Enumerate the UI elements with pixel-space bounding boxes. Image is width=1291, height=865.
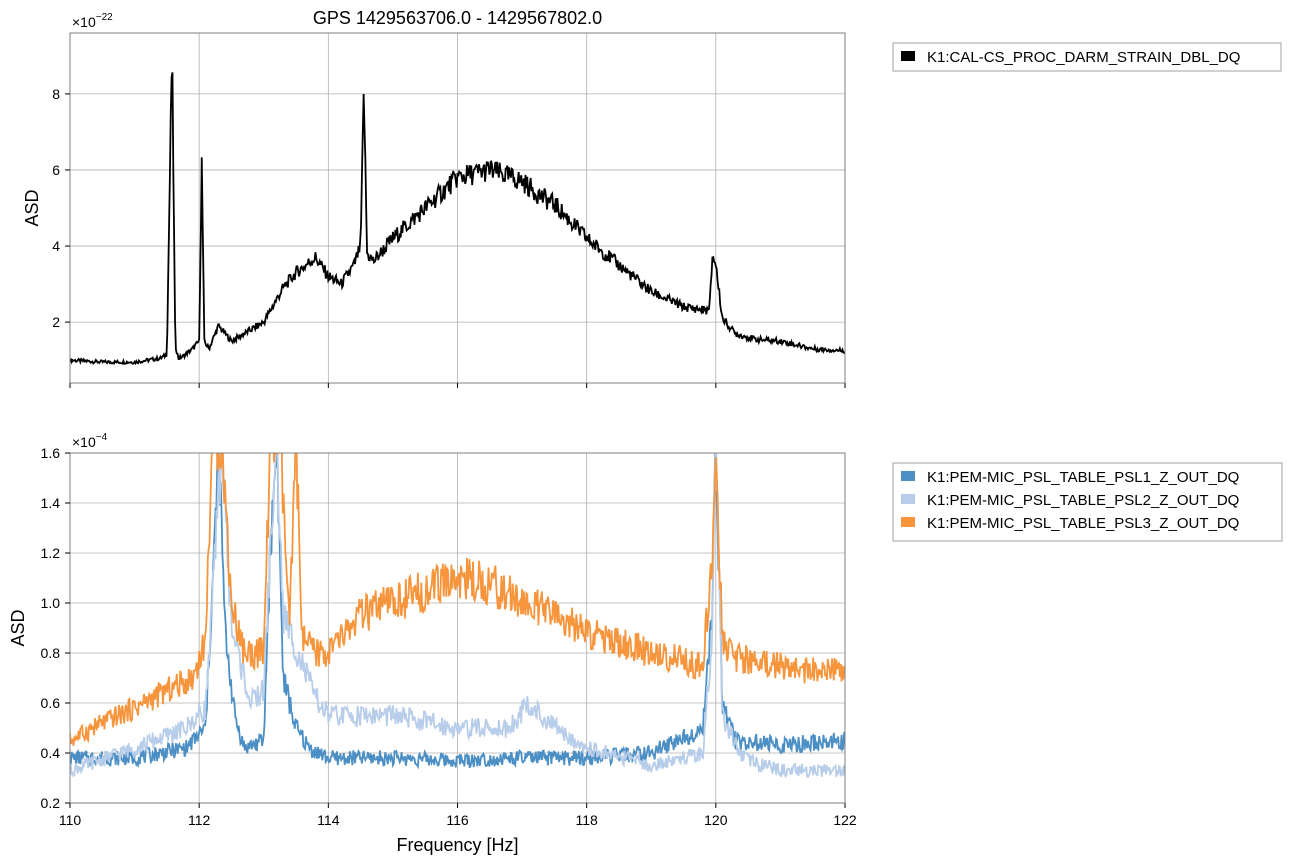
top-panel-ylabel: ASD (22, 189, 42, 226)
y-tick-label: 0.4 (41, 745, 61, 761)
series-line-psl2 (70, 453, 845, 778)
x-tick-label: 122 (833, 812, 857, 828)
bottom-panel-series (70, 453, 845, 778)
y-tick-label: 0.6 (41, 695, 61, 711)
y-tick-label: 1.4 (41, 495, 61, 511)
bottom-legend-label-psl1: K1:PEM-MIC_PSL_TABLE_PSL1_Z_OUT_DQ (927, 469, 1239, 486)
bottom-panel-grid (70, 453, 845, 803)
y-tick-label: 1.2 (41, 545, 61, 561)
y-tick-label: 4 (52, 238, 60, 254)
top-panel: 2 4 6 8 GPS 1429563706.0 - 1429567802.0 ×10… (22, 8, 1282, 388)
top-panel-title: GPS 1429563706.0 - 1429567802.0 (313, 8, 602, 28)
series-line-darm (70, 72, 845, 366)
series-line-psl3 (70, 453, 845, 746)
top-panel-ticks: 2 4 6 8 (52, 86, 846, 388)
top-panel-legend: K1:CAL-CS_PROC_DARM_STRAIN_DBL_DQ (892, 42, 1282, 72)
top-legend-label-darm: K1:CAL-CS_PROC_DARM_STRAIN_DBL_DQ (927, 49, 1240, 66)
bottom-panel: 110 112 114 116 118 120 122 0.2 0.4 0.6 0.8 1.0 1.2 1… (8, 432, 1283, 855)
x-tick-label: 120 (704, 812, 728, 828)
y-tick-label: 1.6 (41, 445, 61, 461)
x-tick-label: 118 (576, 812, 599, 828)
bottom-panel-legend: K1:PEM-MIC_PSL_TABLE_PSL1_Z_OUT_DQ K1:PE… (892, 462, 1283, 542)
top-legend-box (892, 42, 1282, 72)
bottom-legend-swatch-psl2 (901, 494, 915, 504)
series-line-psl1 (70, 453, 845, 770)
y-tick-label: 8 (52, 86, 60, 102)
bottom-legend-label-psl2: K1:PEM-MIC_PSL_TABLE_PSL2_Z_OUT_DQ (927, 492, 1239, 509)
x-tick-label: 112 (188, 812, 211, 828)
bottom-panel-scale: ×10−4 (72, 432, 108, 450)
y-tick-label: 6 (52, 162, 60, 178)
bottom-panel-ylabel: ASD (8, 609, 28, 646)
bottom-panel-ticks: 110 112 114 116 118 120 122 0.2 0.4 0.6 0.8 1.0 1.2 1… (41, 445, 857, 828)
y-tick-label: 0.2 (41, 795, 61, 811)
x-tick-label: 114 (317, 812, 340, 828)
y-tick-label: 0.8 (41, 645, 61, 661)
y-tick-label: 1.0 (41, 595, 61, 611)
top-legend-swatch-darm (901, 51, 915, 61)
top-panel-series (70, 72, 845, 366)
bottom-legend-swatch-psl3 (901, 517, 915, 527)
x-tick-label: 110 (59, 812, 82, 828)
x-tick-label: 116 (446, 812, 469, 828)
top-panel-scale: ×10−22 (72, 12, 113, 30)
bottom-panel-xlabel: Frequency [Hz] (396, 835, 518, 855)
y-tick-label: 2 (52, 314, 60, 330)
bottom-legend-box (892, 462, 1283, 542)
bottom-legend-label-psl3: K1:PEM-MIC_PSL_TABLE_PSL3_Z_OUT_DQ (927, 515, 1239, 532)
bottom-legend-swatch-psl1 (901, 471, 915, 481)
